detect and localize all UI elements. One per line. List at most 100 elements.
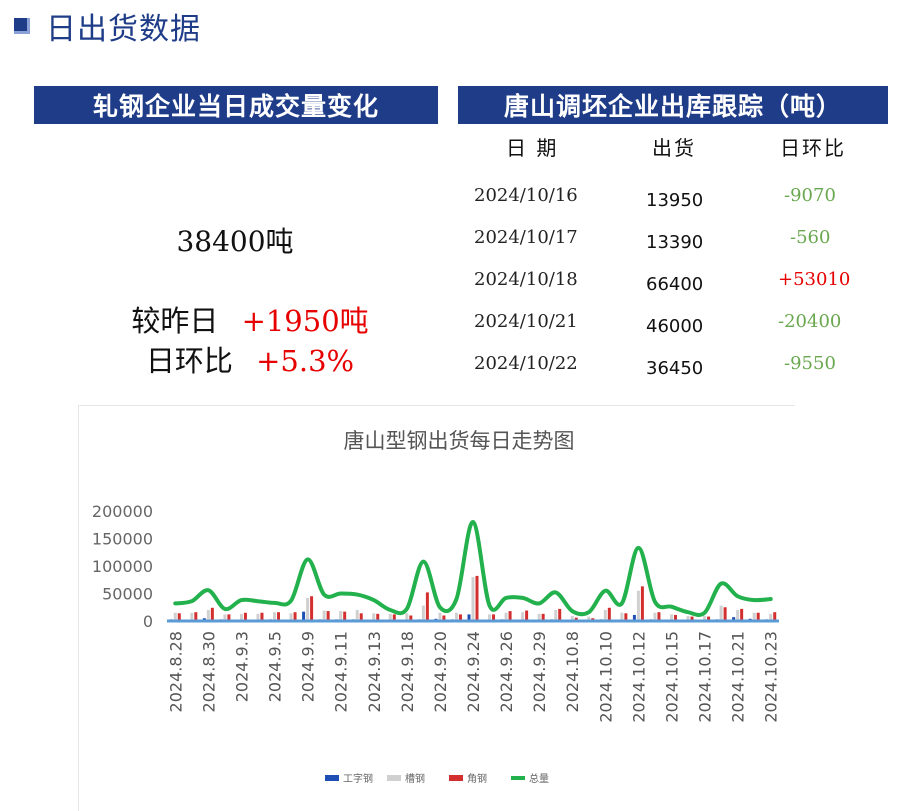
bar-工字钢 xyxy=(467,614,471,621)
x-tick-label: 2024.9.9 xyxy=(299,631,318,702)
row-date: 2024/10/16 xyxy=(474,185,578,206)
bar-槽钢 xyxy=(703,616,707,621)
row-date: 2024/10/22 xyxy=(474,353,578,374)
bar-槽钢 xyxy=(570,616,574,621)
shipment-trend-chart: 唐山型钢出货每日走势图 0 50000 100000 150000 200000 2024… xyxy=(78,405,795,811)
bar-槽钢 xyxy=(355,610,359,621)
bar-槽钢 xyxy=(438,612,442,621)
legend-label: 角钢 xyxy=(467,772,487,785)
bar-槽钢 xyxy=(488,614,492,621)
row-change: +53010 xyxy=(778,269,851,290)
prev-day-label: 较昨日 xyxy=(131,304,219,338)
bar-槽钢 xyxy=(736,610,740,621)
bar-角钢 xyxy=(310,596,314,621)
header-date: 日 期 xyxy=(506,136,559,160)
bar-角钢 xyxy=(458,614,462,621)
bar-角钢 xyxy=(343,611,347,621)
ratio-label: 日环比 xyxy=(145,344,233,378)
y-tick-label: 50000 xyxy=(102,585,153,604)
bar-角钢 xyxy=(525,610,529,621)
bar-角钢 xyxy=(756,612,760,621)
bar-角钢 xyxy=(740,608,744,621)
bar-角钢 xyxy=(277,612,281,621)
row-shipment: 13950 xyxy=(646,190,704,211)
bar-槽钢 xyxy=(669,614,673,621)
bar-角钢 xyxy=(425,592,429,621)
bar-槽钢 xyxy=(223,614,227,621)
compare-ratio: 日环比 +5.3% xyxy=(70,338,430,380)
row-shipment: 66400 xyxy=(646,274,704,295)
row-change: -9070 xyxy=(784,185,836,206)
bar-槽钢 xyxy=(603,610,607,621)
x-tick-label: 2024.9.13 xyxy=(365,631,384,712)
daily-volume: 38400吨 xyxy=(176,225,294,258)
header-change: 日环比 xyxy=(780,136,846,160)
x-tick-label: 2024.10.15 xyxy=(662,631,681,723)
bar-角钢 xyxy=(359,613,363,621)
bar-槽钢 xyxy=(454,612,458,621)
bar-槽钢 xyxy=(719,605,723,621)
row-date: 2024/10/18 xyxy=(474,269,578,290)
header-shipment: 出货 xyxy=(652,136,696,160)
bar-槽钢 xyxy=(686,616,690,621)
x-tick-label: 2024.9.18 xyxy=(398,631,417,712)
bar-工字钢 xyxy=(302,611,306,621)
x-tick-label: 2024.10.12 xyxy=(629,631,648,723)
line-总量 xyxy=(173,519,773,617)
legend-label: 槽钢 xyxy=(405,772,425,785)
prev-day-value: +1950吨 xyxy=(241,304,369,338)
bar-角钢 xyxy=(690,616,694,621)
bar-槽钢 xyxy=(653,612,657,621)
bar-槽钢 xyxy=(769,613,773,621)
x-tick-label: 2024.9.11 xyxy=(332,631,351,712)
bar-槽钢 xyxy=(587,616,591,621)
bar-角钢 xyxy=(640,586,644,621)
x-tick-label: 2024.10.10 xyxy=(596,631,615,723)
x-tick-label: 2024.9.5 xyxy=(266,631,285,702)
y-tick-label: 150000 xyxy=(92,530,153,549)
bar-角钢 xyxy=(260,612,264,621)
y-tick-label: 100000 xyxy=(92,557,153,576)
x-tick-label: 2024.10.17 xyxy=(696,631,715,723)
bar-角钢 xyxy=(624,613,628,621)
bar-角钢 xyxy=(607,607,611,621)
ratio-value: +5.3% xyxy=(256,344,355,378)
bar-角钢 xyxy=(194,612,198,621)
bar-角钢 xyxy=(657,612,661,621)
bar-槽钢 xyxy=(256,613,260,621)
legend-swatch xyxy=(387,775,401,781)
x-tick-label: 2024.10.23 xyxy=(762,631,781,723)
bar-槽钢 xyxy=(322,610,326,621)
chart-svg: 唐山型钢出货每日走势图 0 50000 100000 150000 200000 2024… xyxy=(92,429,781,785)
left-panel-banner: 轧钢企业当日成交量变化 xyxy=(34,86,438,124)
y-tick-label: 200000 xyxy=(92,502,153,521)
bar-槽钢 xyxy=(190,612,194,621)
page-title: 日出货数据 xyxy=(46,12,201,47)
square-bullet-icon xyxy=(14,18,30,34)
bar-角钢 xyxy=(442,615,446,621)
bar-角钢 xyxy=(326,611,330,621)
bar-角钢 xyxy=(293,612,297,621)
bar-角钢 xyxy=(723,607,727,621)
y-tick-label: 0 xyxy=(143,612,153,631)
bar-槽钢 xyxy=(339,611,343,621)
right-panel-banner: 唐山调坯企业出库跟踪（吨） xyxy=(458,86,888,124)
bar-角钢 xyxy=(210,607,214,621)
x-tick-label: 2024.8.28 xyxy=(166,631,185,712)
x-tick-label: 2024.9.24 xyxy=(464,631,483,712)
bar-槽钢 xyxy=(471,577,475,621)
bar-槽钢 xyxy=(206,610,210,621)
bar-槽钢 xyxy=(405,613,409,621)
bar-槽钢 xyxy=(636,590,640,621)
bar-角钢 xyxy=(376,613,380,621)
bar-槽钢 xyxy=(306,597,310,621)
bar-槽钢 xyxy=(752,612,756,621)
row-date: 2024/10/21 xyxy=(474,311,578,332)
x-tick-label: 2024.10.8 xyxy=(563,631,582,712)
bar-槽钢 xyxy=(372,613,376,621)
bar-槽钢 xyxy=(273,612,277,621)
row-shipment: 13390 xyxy=(646,232,704,253)
bar-槽钢 xyxy=(388,613,392,621)
bar-槽钢 xyxy=(521,612,525,621)
bar-槽钢 xyxy=(173,612,177,621)
